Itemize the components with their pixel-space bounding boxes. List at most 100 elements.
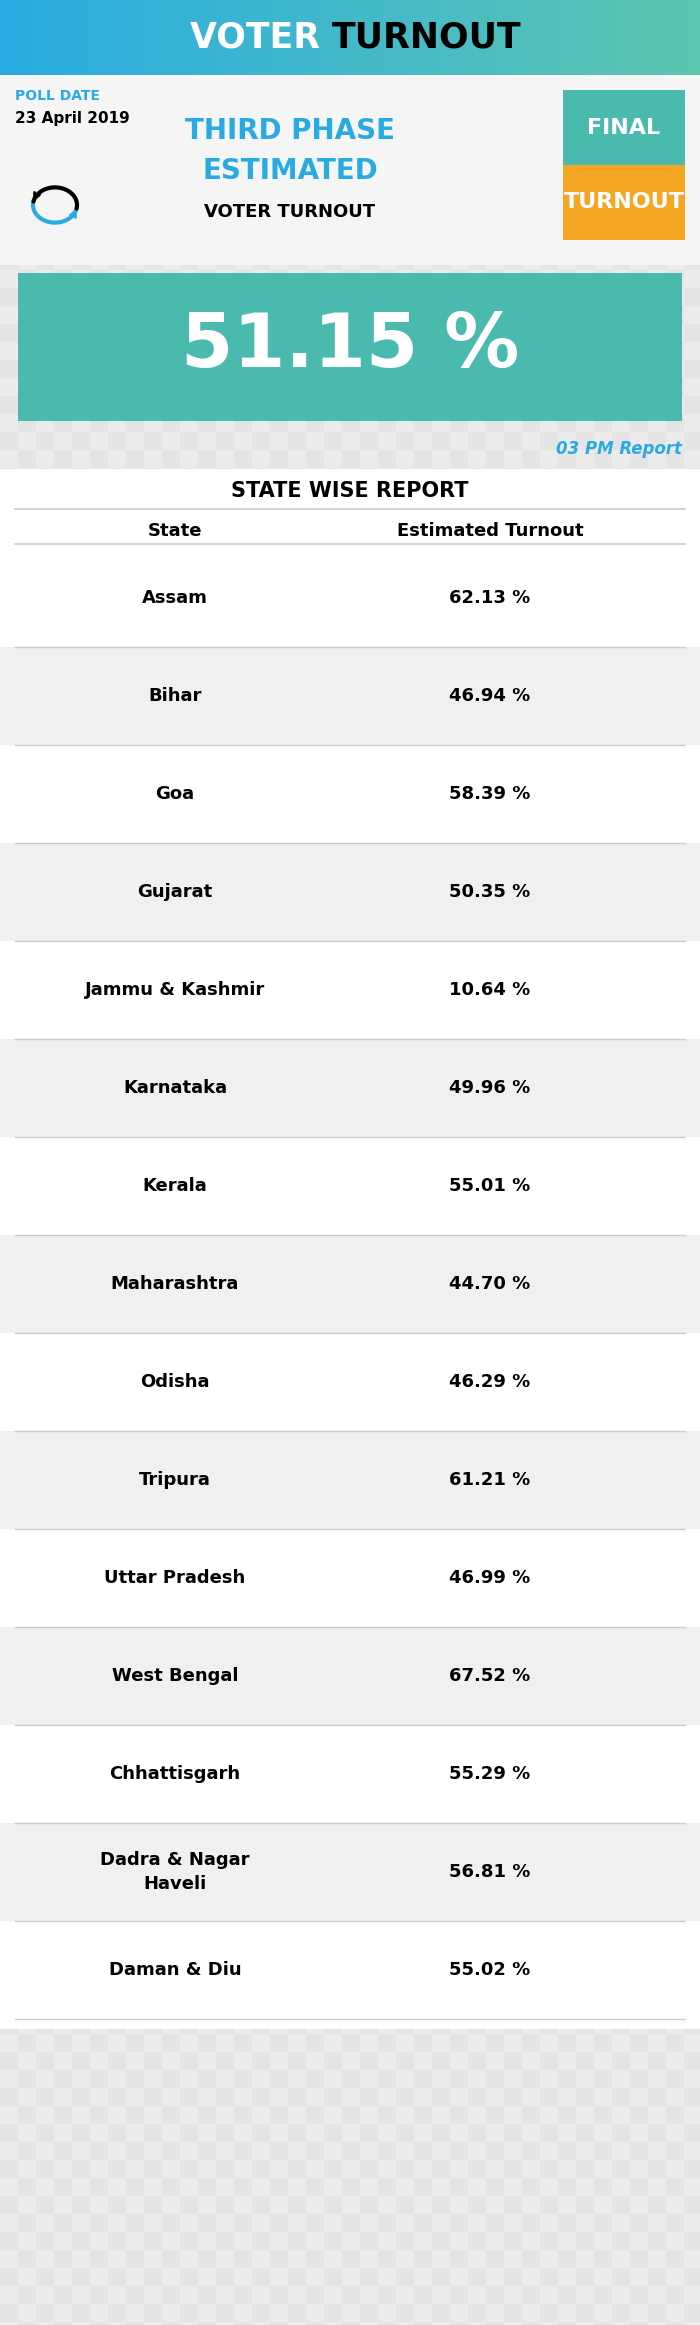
Bar	[324, 2267, 342, 2285]
Bar	[432, 1583, 450, 1602]
Bar	[198, 1423, 216, 1439]
Bar	[612, 1135, 630, 1151]
Bar	[504, 1332, 522, 1351]
Bar	[684, 2053, 700, 2069]
Bar	[648, 1423, 666, 1439]
Bar	[54, 2125, 72, 2141]
Bar	[648, 630, 666, 649]
Bar	[216, 198, 234, 216]
Bar	[0, 1207, 18, 1223]
Bar	[9, 0, 10, 74]
Bar	[180, 809, 198, 828]
Bar	[270, 918, 288, 937]
Bar	[270, 2179, 288, 2197]
Bar	[252, 721, 270, 737]
Bar	[203, 0, 204, 74]
Bar	[0, 360, 18, 379]
Bar	[54, 756, 72, 774]
Bar	[108, 2034, 126, 2053]
Bar	[72, 702, 90, 721]
Bar	[252, 2179, 270, 2197]
Bar	[522, 1674, 540, 1693]
Bar	[630, 865, 648, 881]
Bar	[162, 1169, 180, 1188]
Bar	[144, 2232, 162, 2251]
Bar	[90, 1025, 108, 1044]
Bar	[342, 1279, 360, 1295]
Bar	[468, 144, 486, 163]
Bar	[126, 432, 144, 451]
Bar	[0, 1709, 18, 1727]
Bar	[400, 0, 401, 74]
Bar	[486, 1709, 504, 1727]
Bar	[54, 1439, 72, 1458]
Bar	[0, 846, 18, 865]
Bar	[234, 2179, 252, 2197]
Bar	[198, 1818, 216, 1837]
Bar	[450, 19, 468, 35]
Bar	[0, 74, 700, 265]
Bar	[540, 1044, 558, 1063]
Bar	[77, 0, 78, 74]
Bar	[684, 144, 700, 163]
Bar	[452, 0, 453, 74]
Bar	[648, 1639, 666, 1655]
Bar	[144, 2160, 162, 2179]
Bar	[666, 1351, 684, 1367]
Bar	[18, 251, 36, 270]
Bar	[684, 953, 700, 972]
Bar	[414, 1386, 432, 1404]
Bar	[216, 793, 234, 809]
Bar	[270, 2232, 288, 2251]
Bar	[342, 756, 360, 774]
Bar	[342, 1837, 360, 1853]
Bar	[576, 1116, 594, 1135]
Bar	[252, 360, 270, 379]
Bar	[342, 1781, 360, 1800]
Bar	[558, 91, 576, 107]
Bar	[483, 0, 484, 74]
Bar	[324, 1639, 342, 1655]
Bar	[612, 1116, 630, 1135]
Bar	[144, 1909, 162, 1925]
Bar	[180, 451, 198, 467]
Bar	[684, 1458, 700, 1476]
Bar	[72, 1890, 90, 1909]
Bar	[18, 414, 36, 432]
Bar	[666, 2304, 684, 2323]
Bar	[256, 0, 257, 74]
Bar	[66, 0, 67, 74]
Bar	[162, 1997, 180, 2016]
Bar	[36, 1746, 54, 1765]
Bar	[638, 0, 639, 74]
Bar	[144, 451, 162, 467]
Bar	[600, 0, 601, 74]
Bar	[387, 0, 388, 74]
Bar	[630, 1567, 648, 1583]
Bar	[36, 793, 54, 809]
Bar	[324, 1746, 342, 1765]
Bar	[504, 1548, 522, 1567]
Bar	[468, 1081, 486, 1097]
Bar	[383, 0, 384, 74]
Bar	[198, 1674, 216, 1693]
Bar	[540, 1511, 558, 1530]
Bar	[36, 2323, 54, 2325]
Bar	[558, 342, 576, 360]
Bar	[666, 1890, 684, 1909]
Bar	[198, 665, 216, 684]
Bar	[54, 2053, 72, 2069]
Bar	[468, 0, 486, 19]
Bar	[612, 505, 630, 523]
Bar	[648, 1674, 666, 1693]
Bar	[612, 953, 630, 972]
Bar	[504, 1439, 522, 1458]
Bar	[594, 1009, 612, 1025]
Bar	[558, 1279, 576, 1295]
Bar	[468, 1925, 486, 1944]
Bar	[108, 2016, 126, 2034]
Bar	[540, 19, 558, 35]
Bar	[612, 2069, 630, 2088]
Bar	[144, 684, 162, 702]
Bar	[288, 539, 306, 558]
